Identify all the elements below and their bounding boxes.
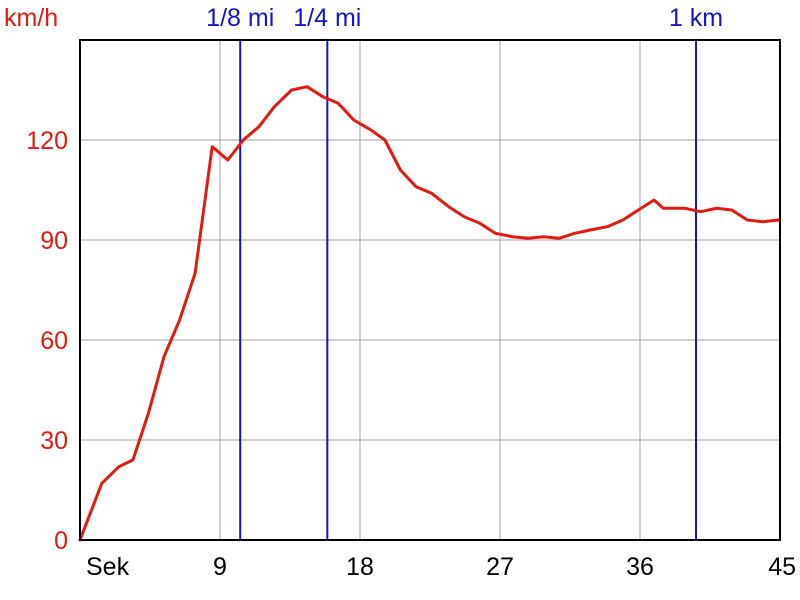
marker-label-2: 1 km bbox=[669, 4, 723, 32]
marker-label-1: 1/4 mi bbox=[293, 4, 361, 32]
y-tick-label-1: 30 bbox=[40, 427, 68, 455]
x-tick-labels: 9 18 27 36 45 bbox=[213, 553, 796, 581]
y-tick-label-4: 120 bbox=[26, 127, 68, 155]
x-tick-label-1: 18 bbox=[346, 553, 374, 581]
y-tick-labels: 0 30 60 90 120 bbox=[26, 127, 68, 555]
speed-series bbox=[78, 85, 780, 542]
y-tick-label-2: 60 bbox=[40, 327, 68, 355]
y-tick-label-3: 90 bbox=[40, 227, 68, 255]
plot-frame bbox=[79, 39, 781, 541]
y-axis-label: km/h bbox=[4, 4, 58, 32]
y-tick-label-0: 0 bbox=[54, 527, 68, 555]
x-tick-label-4: 45 bbox=[768, 553, 796, 581]
grid-lines bbox=[80, 40, 780, 540]
x-tick-label-0: 9 bbox=[213, 553, 227, 581]
distance-markers: 1/8 mi 1/4 mi 1 km bbox=[206, 4, 723, 540]
x-tick-label-3: 36 bbox=[626, 553, 654, 581]
marker-label-0: 1/8 mi bbox=[206, 4, 274, 32]
x-tick-label-2: 27 bbox=[486, 553, 514, 581]
series-line-0 bbox=[78, 85, 780, 542]
x-axis-label: Sek bbox=[86, 553, 130, 581]
